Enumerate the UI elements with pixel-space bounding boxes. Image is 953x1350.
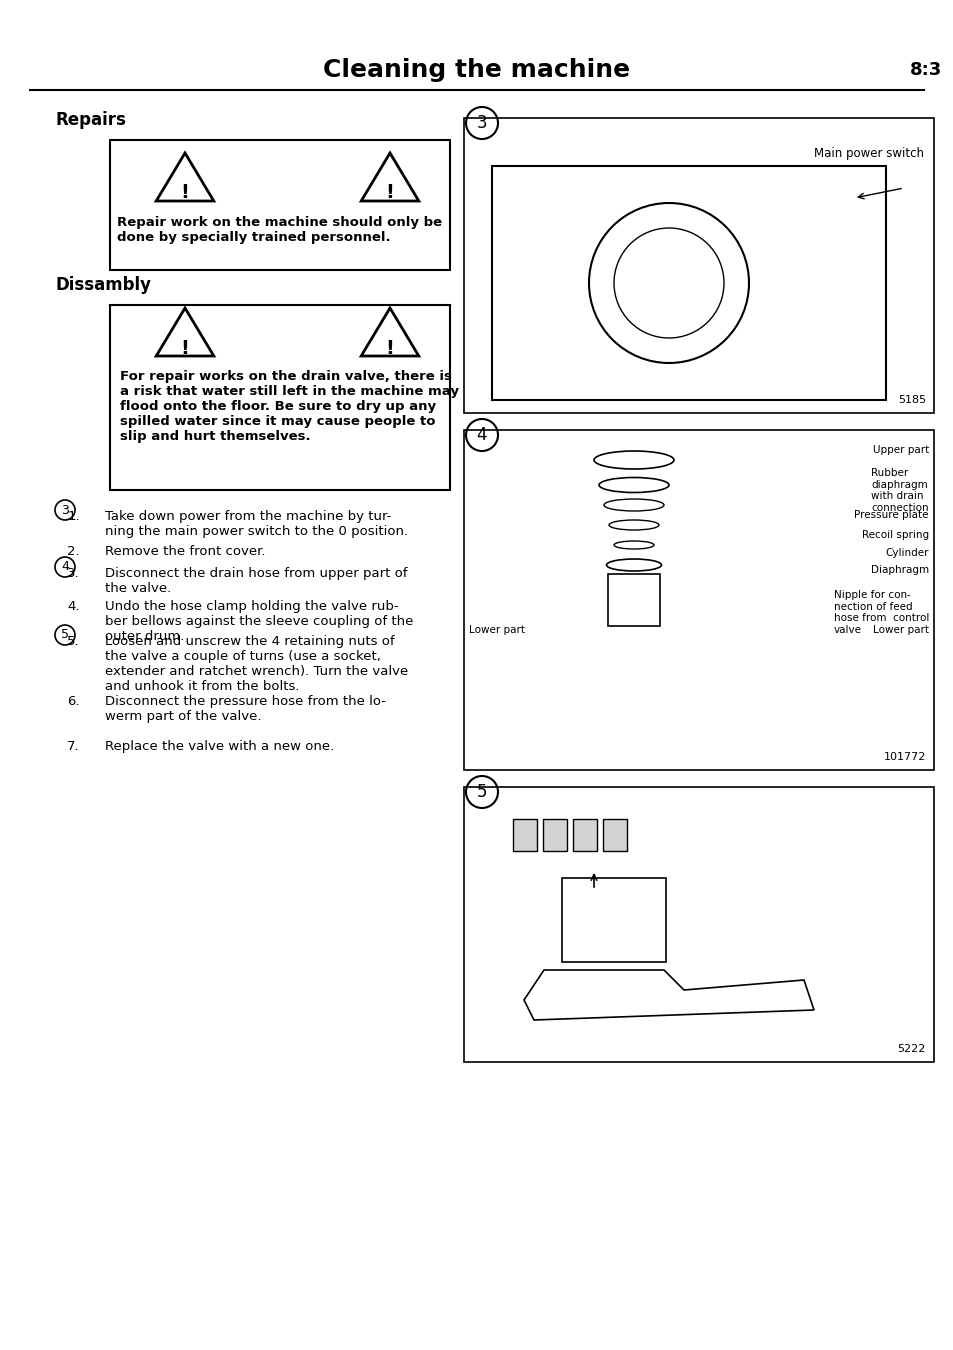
FancyBboxPatch shape [573,819,597,850]
FancyBboxPatch shape [110,305,450,490]
FancyBboxPatch shape [492,166,885,400]
Text: !: ! [385,339,394,358]
Text: 5: 5 [476,783,487,801]
Text: Main power switch: Main power switch [813,147,923,159]
Text: For repair works on the drain valve, there is
a risk that water still left in th: For repair works on the drain valve, the… [120,370,458,443]
Text: 6.: 6. [68,695,80,707]
FancyBboxPatch shape [561,878,665,963]
FancyBboxPatch shape [607,574,659,626]
Text: Nipple for con-
nection of feed
hose from  control
valve: Nipple for con- nection of feed hose fro… [833,590,928,634]
FancyBboxPatch shape [463,787,933,1062]
Text: Loosen and unscrew the 4 retaining nuts of
the valve a couple of turns (use a so: Loosen and unscrew the 4 retaining nuts … [105,634,408,693]
Text: 4: 4 [476,427,487,444]
FancyBboxPatch shape [463,117,933,413]
Text: Upper part: Upper part [872,446,928,455]
FancyBboxPatch shape [110,140,450,270]
Text: 5222: 5222 [897,1044,925,1054]
Text: 101772: 101772 [882,752,925,761]
Text: 5.: 5. [68,634,80,648]
Text: 7.: 7. [68,740,80,753]
Text: 3: 3 [476,113,487,132]
Text: Take down power from the machine by tur-
ning the main power switch to the 0 pos: Take down power from the machine by tur-… [105,510,408,539]
Text: 2.: 2. [68,545,80,558]
Text: Disconnect the drain hose from upper part of
the valve.: Disconnect the drain hose from upper par… [105,567,407,595]
Text: !: ! [180,184,190,202]
Text: Lower part: Lower part [469,625,524,634]
Text: 4.: 4. [68,599,80,613]
Text: Replace the valve with a new one.: Replace the valve with a new one. [105,740,334,753]
Text: 5: 5 [61,629,69,641]
Text: Diaphragm: Diaphragm [870,566,928,575]
Text: Undo the hose clamp holding the valve rub-
ber bellows against the sleeve coupli: Undo the hose clamp holding the valve ru… [105,599,413,643]
Text: Rubber
diaphragm
with drain
connection: Rubber diaphragm with drain connection [870,468,928,513]
Text: !: ! [385,184,394,202]
Text: Cleaning the machine: Cleaning the machine [323,58,630,82]
Text: Repair work on the machine should only be
done by specially trained personnel.: Repair work on the machine should only b… [117,216,442,244]
Text: Lower part: Lower part [872,625,928,634]
FancyBboxPatch shape [513,819,537,850]
Text: Dissambly: Dissambly [55,275,151,294]
Text: Remove the front cover.: Remove the front cover. [105,545,265,558]
Text: 3: 3 [61,504,69,517]
Text: 5185: 5185 [897,396,925,405]
Text: 1.: 1. [68,510,80,522]
Text: Cylinder: Cylinder [884,548,928,558]
Text: Recoil spring: Recoil spring [861,531,928,540]
Text: Disconnect the pressure hose from the lo-
werm part of the valve.: Disconnect the pressure hose from the lo… [105,695,386,724]
Text: 3.: 3. [68,567,80,580]
FancyBboxPatch shape [602,819,626,850]
FancyBboxPatch shape [542,819,566,850]
Text: !: ! [180,339,190,358]
Text: Repairs: Repairs [55,111,126,130]
FancyBboxPatch shape [463,431,933,770]
Text: 4: 4 [61,560,69,574]
Text: Pressure plate: Pressure plate [854,510,928,520]
Text: 8:3: 8:3 [909,61,942,80]
